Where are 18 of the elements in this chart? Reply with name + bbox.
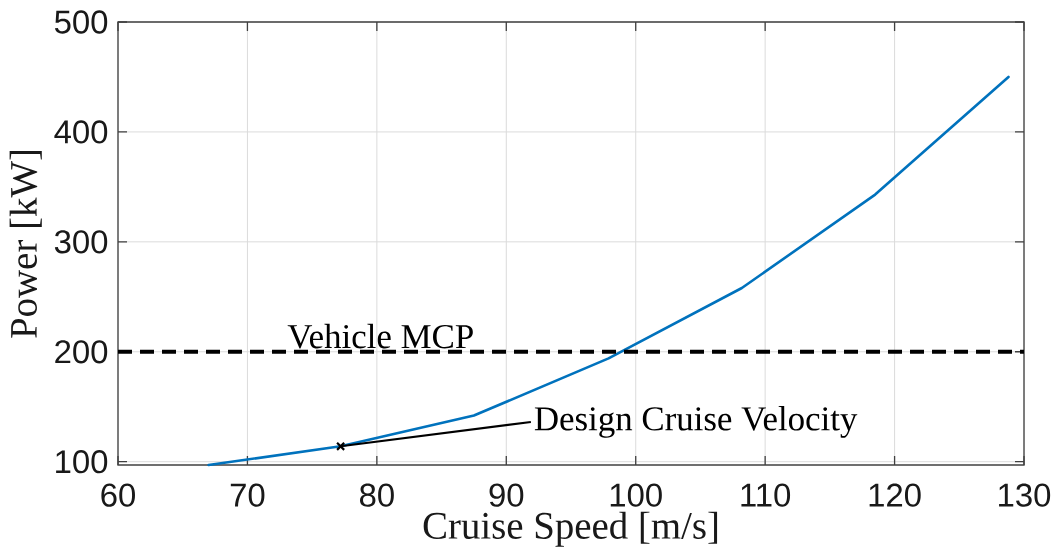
y-tick-label: 400: [54, 120, 108, 144]
y-axis-title: Power [kW]: [9, 150, 42, 338]
line-series: [207, 75, 1010, 467]
x-tick-label: 100: [610, 483, 662, 507]
annotation: Design Cruise Velocity: [534, 406, 858, 438]
x-tick-label: 70: [230, 483, 265, 507]
x-tick-label: 60: [101, 483, 135, 507]
y-tick-label: 200: [55, 340, 108, 364]
x-tick-label: 90: [489, 483, 524, 507]
y-tick-label: 500: [54, 10, 108, 34]
y-tick-label: 100: [56, 450, 108, 474]
x-axis-title: Cruise Speed [m/s]: [423, 511, 718, 547]
x-tick-label: 110: [741, 483, 791, 507]
y-tick-label: 300: [54, 230, 108, 254]
x-tick-label: 80: [360, 483, 394, 507]
x-tick-label: 120: [869, 483, 921, 507]
ref-line-label: Vehicle MCP: [287, 323, 473, 349]
x-tick-label: 130: [999, 483, 1051, 507]
